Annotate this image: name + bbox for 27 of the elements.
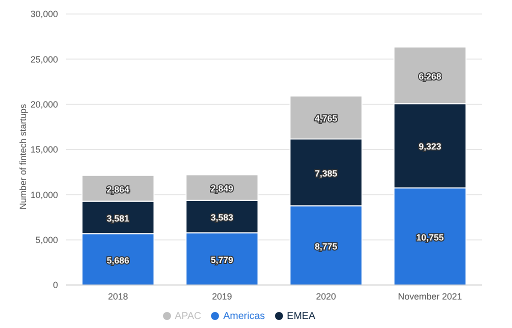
y-axis-title: Number of fintech startups: [18, 103, 28, 210]
data-label: 7,385: [314, 168, 338, 178]
y-tick-label: 30,000: [30, 9, 58, 20]
y-tick-label: 15,000: [30, 144, 58, 155]
data-label: 5,779: [210, 254, 234, 265]
data-label: 4,765: [314, 114, 338, 124]
data-label: 10,755: [416, 232, 444, 242]
data-label: 3,583: [210, 212, 234, 223]
y-tick-label: 0: [52, 280, 58, 290]
data-label: 3,581: [106, 213, 130, 224]
data-label: 8,775: [314, 241, 338, 252]
data-label: 6,268: [418, 71, 442, 82]
x-tick-label: 2019: [212, 291, 232, 302]
x-tick-label: 2018: [108, 291, 128, 302]
data-label: 2,849: [210, 184, 234, 194]
data-label: 9,323: [418, 142, 442, 152]
x-tick-label: November 2021: [398, 291, 462, 302]
data-label: 5,686: [106, 255, 130, 266]
legend-label: Americas: [223, 311, 265, 322]
y-tick-label: 25,000: [30, 54, 58, 64]
data-label: 2,864: [106, 184, 130, 194]
legend-label: EMEA: [286, 311, 316, 322]
x-tick-label: 2020: [316, 291, 336, 302]
y-tick-label: 10,000: [30, 190, 58, 200]
legend-label: APAC: [174, 311, 202, 322]
y-tick-label: 20,000: [30, 100, 58, 110]
y-tick-label: 5,000: [35, 235, 58, 246]
